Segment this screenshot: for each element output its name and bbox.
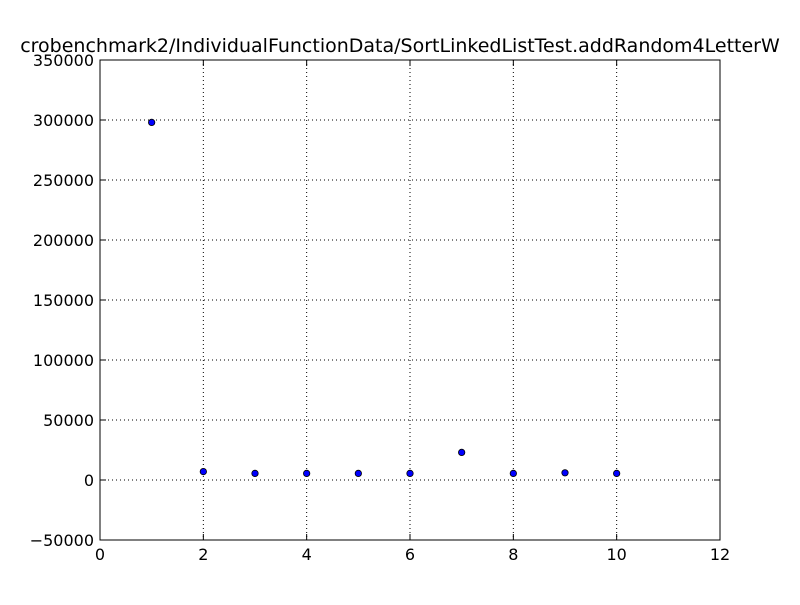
data-point [303,469,311,477]
x-tick-label: 12 [710,545,730,564]
y-tick-label: −50000 [30,531,94,550]
data-point [561,469,569,477]
data-point [354,469,362,477]
y-tick-label: 150000 [33,291,94,310]
data-point [613,469,621,477]
y-axis-tick-labels: −50000 0 50000 100000 150000 200000 250000 3000… [30,51,94,550]
axis-ticks [99,59,721,541]
x-tick-label: 4 [302,545,312,564]
data-point [406,469,414,477]
y-tick-label: 350000 [33,51,94,70]
y-tick-label: 100000 [33,351,94,370]
x-axis-tick-labels: 0 2 4 6 8 10 12 [95,545,730,564]
data-points [148,118,621,477]
data-point [251,469,259,477]
grid-lines [100,60,720,540]
x-tick-label: 0 [95,545,105,564]
data-point [199,467,207,476]
data-point [509,469,517,477]
x-tick-label: 6 [405,545,415,564]
x-tick-label: 8 [508,545,518,564]
x-tick-label: 2 [198,545,208,564]
y-tick-label: 250000 [33,171,94,190]
data-point [148,118,156,127]
x-tick-label: 10 [606,545,626,564]
chart-title: crobenchmark2/IndividualFunctionData/Sor… [20,35,780,57]
data-point [458,448,466,456]
y-tick-label: 0 [84,471,94,490]
y-tick-label: 200000 [33,231,94,250]
y-tick-label: 300000 [33,111,94,130]
y-tick-label: 50000 [43,411,94,430]
